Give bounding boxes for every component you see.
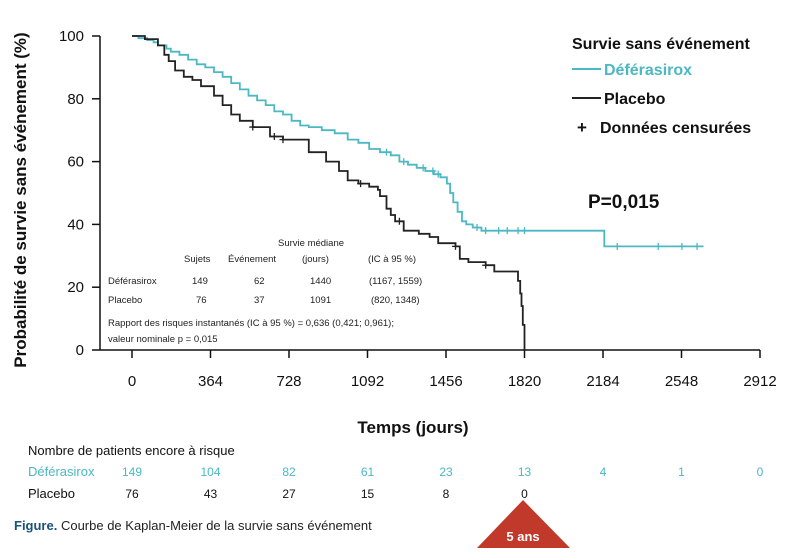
- x-tick-label: 2184: [586, 373, 619, 390]
- x-tick-label: 1820: [508, 373, 541, 390]
- x-axis-label: Temps (jours): [357, 418, 468, 437]
- stats-row-subjects: 76: [196, 295, 207, 306]
- stats-header-events: Événement: [228, 254, 276, 265]
- risk-value: 104: [200, 465, 220, 479]
- p-value-label: P=0,015: [588, 192, 660, 213]
- y-axis-label: Probabilité de survie sans événement (%): [11, 32, 30, 367]
- stats-note-line-2: valeur nominale p = 0,015: [108, 334, 218, 345]
- censored-mark-deferasirox: [434, 170, 442, 178]
- censored-mark-placebo: [357, 180, 365, 188]
- stats-row-subjects: 149: [192, 276, 208, 287]
- censored-mark-deferasirox: [419, 164, 427, 172]
- risk-value: 0: [521, 487, 528, 501]
- legend-deferasirox-label: Déférasirox: [604, 62, 692, 79]
- risk-value: 13: [518, 465, 532, 479]
- stats-row-events: 62: [254, 276, 265, 287]
- censored-mark-deferasirox: [473, 224, 481, 232]
- stats-header-ci: (IC à 95 %): [368, 254, 416, 265]
- stats-header-subjects: Sujets: [184, 254, 211, 265]
- stats-header-median-1: Survie médiane: [278, 238, 344, 249]
- y-tick-label: 40: [67, 216, 84, 233]
- risk-value: 149: [122, 465, 142, 479]
- risk-table-title: Nombre de patients encore à risque: [28, 443, 235, 458]
- censored-mark-deferasirox: [495, 227, 503, 235]
- y-tick-label: 20: [67, 279, 84, 296]
- risk-value: 15: [361, 487, 375, 501]
- legend-censored-label: Données censurées: [600, 120, 751, 137]
- censored-mark-deferasirox: [654, 242, 662, 250]
- stats-row-median: 1091: [310, 295, 331, 306]
- stats-note-line-1: Rapport des risques instantanés (IC à 95…: [108, 318, 394, 329]
- survival-curve-deferasirox: [132, 35, 704, 248]
- x-tick-label: 1456: [429, 373, 462, 390]
- x-tick-label: 1092: [351, 373, 384, 390]
- five-year-badge: [477, 500, 570, 548]
- stats-row-ci: (1167, 1559): [369, 276, 422, 287]
- risk-value: 27: [282, 487, 296, 501]
- figure-caption: Figure. Courbe de Kaplan-Meier de la sur…: [14, 518, 372, 533]
- censored-mark-deferasirox: [693, 242, 701, 250]
- risk-value: 61: [361, 465, 375, 479]
- y-tick-label: 100: [59, 28, 84, 45]
- risk-row-label-deferasirox: Déférasirox: [28, 464, 95, 479]
- legend-censored-symbol: +: [577, 118, 587, 137]
- censored-mark-deferasirox: [521, 227, 528, 235]
- censored-mark-deferasirox: [482, 227, 490, 235]
- risk-table-values: 149 104 82 61 23 13 4 1 0 76 43 27 15 8 0: [122, 465, 764, 501]
- censored-mark-deferasirox: [429, 167, 437, 175]
- risk-value: 4: [600, 465, 607, 479]
- legend-placebo-label: Placebo: [604, 91, 666, 108]
- censored-mark-placebo: [270, 132, 278, 140]
- stats-row-events: 37: [254, 295, 265, 306]
- censored-mark-deferasirox: [514, 227, 522, 235]
- y-tick-label: 0: [76, 342, 84, 359]
- censored-mark-deferasirox: [503, 227, 511, 235]
- x-tick-label: 2912: [743, 373, 776, 390]
- censored-mark-placebo: [279, 136, 287, 144]
- risk-value: 23: [439, 465, 453, 479]
- censored-mark-placebo: [451, 242, 459, 250]
- figure-caption-text: Courbe de Kaplan-Meier de la survie sans…: [57, 518, 372, 533]
- stats-row-median: 1440: [310, 276, 331, 287]
- censored-mark-placebo: [249, 123, 257, 131]
- stats-table: Survie médiane Sujets Événement (jours) …: [108, 238, 422, 345]
- risk-row-label-placebo: Placebo: [28, 486, 75, 501]
- stats-row-label: Déférasirox: [108, 276, 157, 287]
- five-year-badge-label: 5 ans: [506, 529, 539, 544]
- y-tick-label: 80: [67, 91, 84, 108]
- stats-row-ci: (820, 1348): [371, 295, 420, 306]
- stats-row-label: Placebo: [108, 295, 142, 306]
- x-tick-label: 364: [198, 373, 223, 390]
- risk-value: 1: [678, 465, 685, 479]
- censored-mark-deferasirox: [400, 158, 408, 166]
- censored-mark-placebo: [395, 217, 403, 225]
- risk-value: 0: [757, 465, 764, 479]
- risk-value: 76: [125, 487, 139, 501]
- x-tick-label: 2548: [665, 373, 698, 390]
- plot-area: 0 20 40 60 80 100 0 364 728 1092 1456 1820 2184 2548 2…: [59, 28, 777, 390]
- censored-mark-deferasirox: [678, 242, 686, 250]
- legend-title: Survie sans événement: [572, 36, 751, 53]
- censored-mark-deferasirox: [613, 242, 621, 250]
- stats-header-median-2: (jours): [302, 254, 329, 265]
- x-tick-label: 728: [276, 373, 301, 390]
- risk-value: 82: [282, 465, 296, 479]
- chart-annotations: Probabilité de survie sans événement (%)…: [11, 32, 764, 548]
- risk-value: 43: [204, 487, 218, 501]
- risk-value: 8: [443, 487, 450, 501]
- x-tick-label: 0: [128, 373, 136, 390]
- censored-mark-deferasirox: [382, 148, 390, 156]
- censored-mark-placebo: [482, 261, 490, 269]
- figure-caption-prefix: Figure.: [14, 518, 57, 533]
- y-tick-label: 60: [67, 154, 84, 171]
